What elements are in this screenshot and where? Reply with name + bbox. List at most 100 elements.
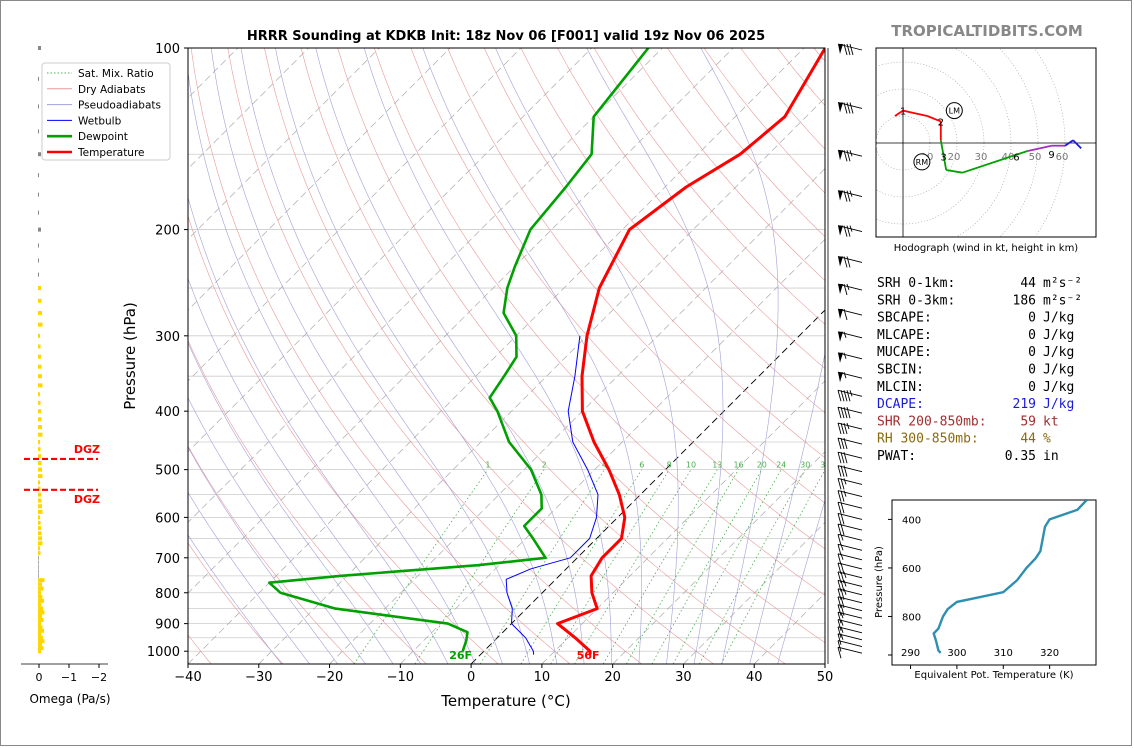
omega-bar	[38, 432, 43, 437]
stat-label: SBCAPE:	[877, 311, 932, 326]
stat-unit: kt	[1043, 414, 1059, 429]
stat-value: 0	[1028, 328, 1036, 343]
barb-flag	[837, 478, 842, 490]
skewt-ylabel: Pressure (hPa)	[121, 302, 139, 410]
dry-adiabat	[447, 48, 825, 504]
x-tick-label: 10	[534, 670, 551, 685]
omega-bar	[38, 578, 45, 583]
omega-bar	[38, 460, 42, 465]
omega-bar	[38, 467, 42, 472]
dry-adiabat	[374, 48, 825, 596]
barb-pennant	[838, 256, 843, 267]
wind-barb	[837, 283, 863, 296]
pseudoadiabat	[188, 491, 310, 664]
barb-half	[846, 283, 850, 291]
barb-flag	[846, 225, 851, 237]
mixing-ratio-label: 8	[667, 461, 672, 470]
isotherm	[612, 451, 825, 664]
barb-flag	[846, 102, 851, 114]
barb-flag	[846, 407, 851, 419]
barb-staff	[837, 562, 863, 570]
hodograph-ring-label: 60	[1056, 152, 1069, 163]
hodograph-frame	[875, 47, 1097, 238]
hodograph-segment	[902, 109, 928, 117]
omega-bar	[38, 582, 42, 587]
dry-adiabat	[264, 48, 714, 664]
barb-half	[843, 352, 847, 359]
omega-bar	[38, 474, 43, 479]
hodograph-height-label: 6	[1013, 153, 1019, 164]
storm-motion-label: RM	[916, 158, 929, 167]
x-tick-label: 0	[467, 670, 475, 685]
omega-bar	[38, 555, 39, 560]
pseudoadiabat	[188, 277, 421, 664]
barb-flag	[837, 422, 842, 435]
isotherm	[541, 380, 825, 664]
wind-barb	[837, 102, 863, 114]
barb-staff	[837, 406, 863, 414]
barb-pennant	[838, 44, 843, 54]
wind-barb	[837, 371, 863, 383]
barb-flag	[840, 407, 845, 419]
temperature-line	[556, 48, 825, 655]
x-tick-label: 50	[817, 670, 834, 685]
theta-e-ylabel: Pressure (hPa)	[874, 546, 885, 618]
omega-bar	[38, 383, 43, 388]
y-tick-label: 800	[155, 587, 180, 602]
omega-bar	[38, 590, 41, 595]
barb-flag	[837, 407, 842, 419]
barb-flag	[837, 633, 842, 645]
omega-bar	[38, 129, 39, 134]
pseudoadiabat	[188, 446, 338, 664]
theta-e-line	[932, 500, 1088, 654]
barb-staff	[837, 571, 863, 579]
barb-flag	[840, 523, 845, 536]
barb-pennant	[838, 150, 843, 161]
pseudoadiabat	[240, 48, 530, 664]
barb-flag	[843, 407, 848, 419]
dewpoint-line	[268, 48, 650, 652]
isotherm	[188, 48, 805, 664]
barb-half	[843, 478, 847, 485]
wind-barb	[837, 626, 863, 638]
pseudoadiabat	[315, 48, 585, 664]
dry-adiabat	[300, 48, 786, 664]
omega-bar	[38, 440, 40, 445]
barb-flag	[837, 465, 842, 477]
barb-flag	[837, 490, 842, 502]
omega-bar	[38, 364, 42, 369]
hodograph-segment	[1027, 144, 1052, 152]
stat-value: 0	[1028, 363, 1036, 378]
mixing-ratio-label: 13	[712, 461, 722, 470]
barb-pennant	[838, 352, 843, 363]
barb-flag	[840, 513, 845, 525]
omega-bar	[38, 606, 43, 611]
omega-bar	[38, 586, 44, 591]
barb-flag	[843, 190, 848, 202]
barb-staff	[837, 512, 863, 520]
stat-label: DCAPE:	[877, 397, 924, 412]
wind-barb	[837, 149, 863, 162]
stat-value: 44	[1020, 276, 1036, 291]
dry-adiabat	[483, 48, 825, 459]
barb-staff	[837, 646, 863, 654]
omega-bar	[38, 46, 41, 50]
y-tick-label: 100	[155, 42, 180, 57]
hodograph-segment	[946, 169, 963, 174]
surface-label: 56F	[577, 649, 600, 662]
legend: Sat. Mix. Ratio Dry Adiabats Pseudoadiabat…	[41, 62, 171, 161]
wind-barbs	[827, 43, 863, 664]
pseudoadiabat	[777, 499, 825, 664]
omega-bar	[38, 447, 41, 452]
barb-half	[843, 588, 847, 595]
stat-unit: J/kg	[1043, 328, 1074, 343]
barb-staff	[837, 588, 863, 596]
omega-bar	[38, 598, 44, 603]
isotherm	[188, 48, 734, 594]
stat-unit: m²s⁻²	[1043, 276, 1082, 291]
x-tick-label: −30	[245, 670, 272, 685]
omega-bar	[38, 526, 41, 531]
omega-tick-label: −2	[91, 671, 107, 684]
hodograph-segment	[939, 140, 948, 171]
